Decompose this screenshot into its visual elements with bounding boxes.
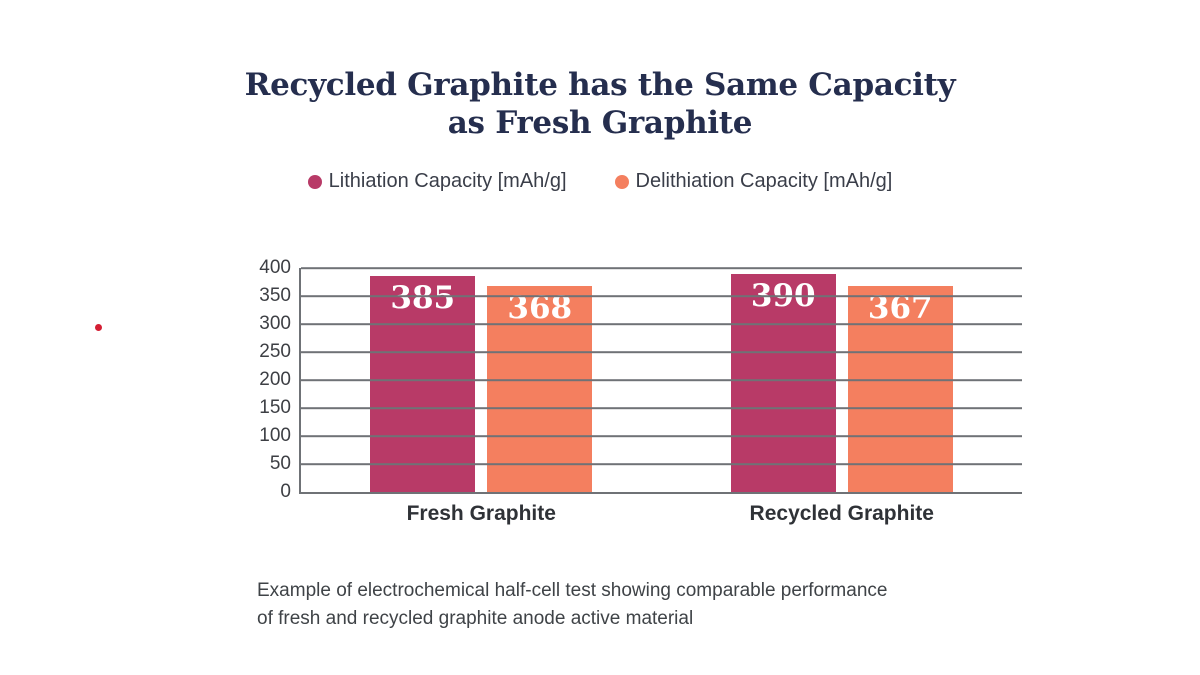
- gridline-100: [301, 435, 1022, 437]
- legend-dot-icon: [307, 174, 322, 189]
- gridline-50: [301, 463, 1022, 465]
- gridline-400: [301, 267, 1022, 269]
- gridline-250: [301, 351, 1022, 353]
- bar-delithiation-recycled-graphite: 367: [847, 286, 953, 492]
- x-axis-category-label-recycled-graphite: Recycled Graphite: [749, 502, 934, 525]
- y-axis-tick-label-50: 50: [269, 453, 291, 474]
- gridline-350: [301, 295, 1022, 297]
- y-axis-tick-label-0: 0: [280, 481, 291, 502]
- chart-caption-line-2: of fresh and recycled graphite anode act…: [257, 608, 694, 629]
- gridline-200: [301, 379, 1022, 381]
- legend-item-lithiation: Lithiation Capacity [mAh/g]: [307, 170, 567, 193]
- chart-legend: Lithiation Capacity [mAh/g] Delithiation …: [0, 170, 1200, 193]
- bar-value-label: 385: [390, 280, 456, 317]
- bar-delithiation-fresh-graphite: 368: [487, 285, 593, 492]
- x-axis-category-label-fresh-graphite: Fresh Graphite: [406, 502, 556, 525]
- chart-title-line-2: as Fresh Graphite: [447, 105, 753, 141]
- bar-value-label: 367: [867, 290, 933, 327]
- y-axis-tick-label-350: 350: [259, 285, 291, 306]
- y-axis-tick-label-300: 300: [259, 313, 291, 334]
- y-axis-tick-label-100: 100: [259, 425, 291, 446]
- legend-label: Delithiation Capacity [mAh/g]: [635, 170, 893, 192]
- gridline-300: [301, 323, 1022, 325]
- red-dot-marker: [95, 324, 102, 331]
- plot-area: 385 368 Fresh Graphite 390 367 Recycled Graph…: [259, 257, 1022, 525]
- y-axis-tick-label-150: 150: [259, 397, 291, 418]
- bar-group-recycled-graphite: 390 367 Recycled Graphite: [730, 268, 953, 525]
- legend-label: Lithiation Capacity [mAh/g]: [328, 170, 567, 192]
- y-axis-tick-label-250: 250: [259, 341, 291, 362]
- bar-lithiation-recycled-graphite: 390: [730, 273, 836, 492]
- gridline-150: [301, 407, 1022, 409]
- y-axis-tick-label-200: 200: [259, 369, 291, 390]
- legend-dot-icon: [614, 174, 629, 189]
- chart-title: Recycled Graphite has the Same Capacity …: [0, 66, 1200, 142]
- chart-caption: Example of electrochemical half-cell tes…: [257, 577, 887, 633]
- legend-item-delithiation: Delithiation Capacity [mAh/g]: [614, 170, 893, 193]
- chart-caption-line-1: Example of electrochemical half-cell tes…: [257, 580, 888, 601]
- y-axis-tick-label-400: 400: [259, 257, 291, 278]
- chart-title-line-1: Recycled Graphite has the Same Capacity: [244, 67, 956, 103]
- bar-lithiation-fresh-graphite: 385: [370, 276, 476, 492]
